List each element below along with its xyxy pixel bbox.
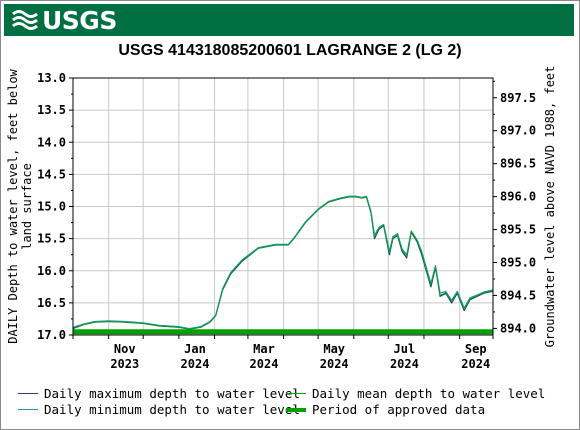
legend-item-max: Daily maximum depth to water level	[18, 386, 300, 401]
x-tick-label-year: 2024	[320, 357, 349, 371]
x-tick-label-month: May	[323, 342, 345, 356]
series-min-line	[72, 195, 494, 330]
right-tick-label: 895.5	[500, 223, 536, 237]
legend-label-max: Daily maximum depth to water level	[44, 386, 300, 401]
left-tick-label: 17.0	[37, 328, 66, 342]
x-tick-label-month: Mar	[253, 342, 275, 356]
right-tick-label: 896.0	[500, 190, 536, 204]
usgs-logo-text: USGS	[42, 5, 117, 35]
legend-swatch-max	[18, 393, 38, 394]
x-axis: Nov2023Jan2024Mar2024May2024Jul2024Sep20…	[72, 335, 494, 371]
right-tick-label: 895.0	[500, 256, 536, 270]
right-tick-label: 894.5	[500, 288, 536, 302]
legend-item-mean: Daily mean depth to water level	[286, 386, 545, 401]
x-tick-label-year: 2024	[390, 357, 419, 371]
x-tick-label-month: Sep	[465, 342, 487, 356]
legend-swatch-approved	[286, 407, 306, 412]
right-axis: 894.0 894.5 895.0 895.5 896.0 896.5 897.0 897.5	[493, 80, 536, 335]
legend-swatch-mean	[286, 393, 306, 394]
left-tick-label: 14.5	[37, 167, 66, 181]
series-mean-line	[72, 196, 494, 330]
legend-item-approved: Period of approved data	[286, 402, 485, 417]
left-tick-label: 15.0	[37, 200, 66, 214]
legend-swatch-min	[18, 409, 38, 410]
left-tick-label: 13.0	[37, 71, 66, 85]
legend-item-min: Daily minimum depth to water level	[18, 402, 300, 417]
legend-label-mean: Daily mean depth to water level	[312, 386, 546, 401]
x-tick-label-month: Jan	[184, 342, 206, 356]
x-tick-label-year: 2024	[461, 357, 490, 371]
axis-labels: DAILY Depth to water level, feet below la…	[6, 66, 557, 348]
y-axis-label-left-line2: land surface	[20, 163, 34, 250]
y-axis-label-right: Groundwater level above NAVD 1988, feet	[543, 66, 557, 348]
x-tick-label-year: 2023	[110, 357, 139, 371]
x-tick-label-year: 2024	[181, 357, 210, 371]
usgs-logo[interactable]: USGS	[12, 5, 117, 35]
legend-label-min: Daily minimum depth to water level	[44, 402, 300, 417]
x-tick-label-month: Jul	[394, 342, 416, 356]
usgs-wave-icon	[12, 10, 38, 30]
left-tick-label: 15.5	[37, 232, 66, 246]
left-tick-label: 13.5	[37, 103, 66, 117]
usgs-banner: USGS	[4, 4, 574, 36]
x-tick-label-year: 2024	[250, 357, 279, 371]
right-tick-label: 894.0	[500, 321, 536, 335]
right-tick-label: 897.0	[500, 124, 536, 138]
x-tick-label-month: Nov	[114, 342, 136, 356]
y-axis-label-left: DAILY Depth to water level, feet below	[6, 68, 20, 343]
left-tick-label: 16.0	[37, 264, 66, 278]
series-layer	[72, 195, 494, 330]
right-tick-label: 897.5	[500, 91, 536, 105]
legend-label-approved: Period of approved data	[312, 402, 486, 417]
left-tick-label: 16.5	[37, 296, 66, 310]
left-tick-label: 14.0	[37, 135, 66, 149]
left-axis: 13.0 13.5 14.0 14.5 15.0 15.5 16.0 16.5 17.0	[37, 71, 73, 342]
chart-title: USGS 414318085200601 LAGRANGE 2 (LG 2)	[118, 42, 462, 59]
grid-lines	[73, 77, 493, 336]
series-max-line	[72, 196, 494, 330]
right-tick-label: 896.5	[500, 157, 536, 171]
